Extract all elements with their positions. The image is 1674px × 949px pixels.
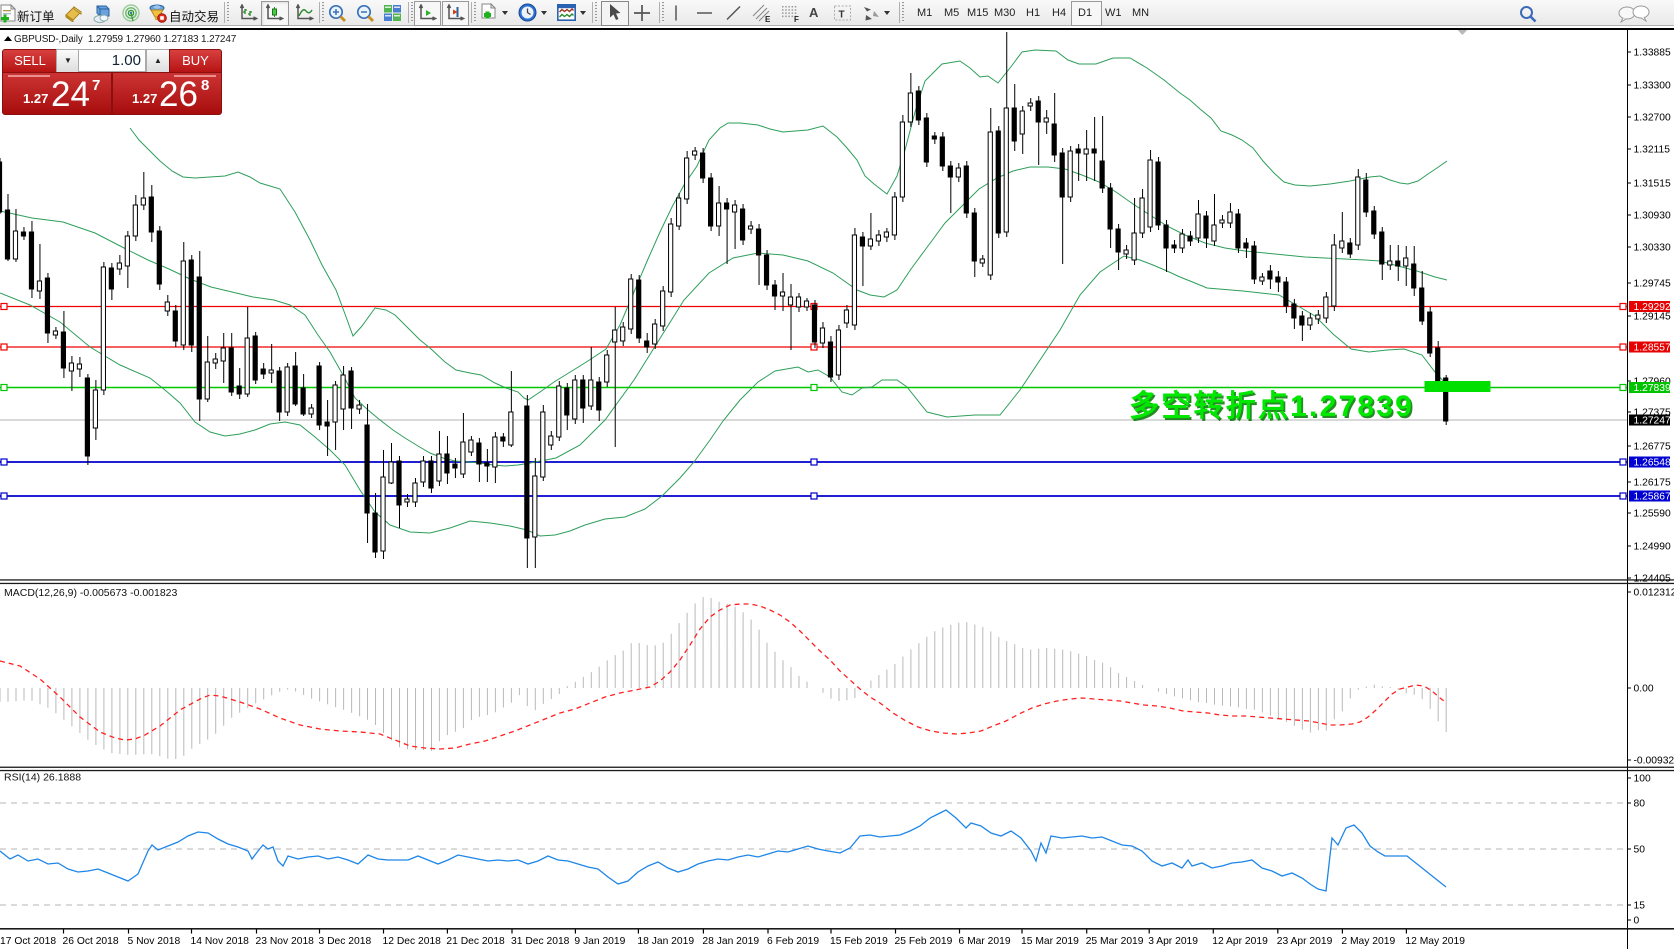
svg-text:80: 80 (1634, 799, 1646, 810)
svg-text:12 Dec 2018: 12 Dec 2018 (383, 936, 442, 947)
svg-text:RSI(14) 26.1888: RSI(14) 26.1888 (4, 772, 81, 784)
svg-text:0.012312: 0.012312 (1634, 588, 1674, 599)
svg-text:15 Feb 2019: 15 Feb 2019 (830, 936, 888, 947)
svg-text:50: 50 (1634, 845, 1646, 856)
svg-text:1.30930: 1.30930 (1634, 211, 1671, 222)
svg-text:E: E (765, 15, 771, 23)
svg-text:多空转折点1.27839: 多空转折点1.27839 (1129, 390, 1414, 423)
svg-text:14 Nov 2018: 14 Nov 2018 (191, 936, 250, 947)
svg-text:17 Oct 2018: 17 Oct 2018 (0, 936, 56, 947)
svg-text:23 Nov 2018: 23 Nov 2018 (256, 936, 315, 947)
svg-text:GBPUSD-,Daily 1.27959 1.27960: GBPUSD-,Daily 1.27959 1.27960 1.27183 1.… (14, 34, 237, 45)
svg-text:0.00: 0.00 (1634, 684, 1654, 695)
svg-text:9 Jan 2019: 9 Jan 2019 (574, 936, 625, 947)
svg-text:1.28557: 1.28557 (1634, 343, 1671, 354)
svg-text:15: 15 (1634, 901, 1646, 912)
svg-text:100: 100 (1634, 774, 1651, 785)
svg-text:21 Dec 2018: 21 Dec 2018 (446, 936, 505, 947)
svg-text:6 Feb 2019: 6 Feb 2019 (767, 936, 819, 947)
svg-text:1.31515: 1.31515 (1634, 179, 1671, 190)
svg-text:1.27839: 1.27839 (1634, 383, 1671, 394)
svg-text:23 Apr 2019: 23 Apr 2019 (1277, 936, 1333, 947)
svg-text:多空转折点1.27839: 多空转折点1.27839 (1131, 392, 1416, 425)
svg-text:T: T (839, 10, 845, 21)
svg-text:1.32115: 1.32115 (1634, 145, 1671, 156)
svg-text:1.25590: 1.25590 (1634, 509, 1671, 520)
svg-text:12 Apr 2019: 12 Apr 2019 (1212, 936, 1268, 947)
svg-text:15 Mar 2019: 15 Mar 2019 (1021, 936, 1079, 947)
svg-text:1.26775: 1.26775 (1634, 442, 1671, 453)
svg-text:1.25867: 1.25867 (1634, 492, 1671, 503)
svg-text:12 May 2019: 12 May 2019 (1405, 936, 1465, 947)
svg-text:1.26175: 1.26175 (1634, 478, 1671, 489)
svg-text:1.29145: 1.29145 (1634, 312, 1671, 323)
svg-text:F: F (794, 15, 799, 23)
svg-text:6 Mar 2019: 6 Mar 2019 (959, 936, 1011, 947)
svg-text:25 Mar 2019: 25 Mar 2019 (1086, 936, 1144, 947)
svg-text:1.30330: 1.30330 (1634, 243, 1671, 254)
svg-text:3 Apr 2019: 3 Apr 2019 (1148, 936, 1198, 947)
svg-text:25 Feb 2019: 25 Feb 2019 (895, 936, 953, 947)
svg-text:1.27375: 1.27375 (1634, 408, 1671, 419)
svg-text:18 Jan 2019: 18 Jan 2019 (637, 936, 694, 947)
svg-text:1.32700: 1.32700 (1634, 113, 1671, 124)
svg-text:3 Dec 2018: 3 Dec 2018 (319, 936, 372, 947)
svg-text:MACD(12,26,9) -0.005673 -0.001: MACD(12,26,9) -0.005673 -0.001823 (4, 587, 178, 599)
svg-text:26 Oct 2018: 26 Oct 2018 (63, 936, 119, 947)
svg-text:1.26548: 1.26548 (1634, 458, 1671, 469)
svg-text:0: 0 (1634, 916, 1640, 927)
svg-text:1.33300: 1.33300 (1634, 81, 1671, 92)
svg-text:2 May 2019: 2 May 2019 (1341, 936, 1395, 947)
svg-text:1.27247: 1.27247 (1634, 416, 1671, 427)
svg-text:-0.009328: -0.009328 (1634, 756, 1674, 767)
svg-text:28 Jan 2019: 28 Jan 2019 (702, 936, 759, 947)
svg-text:1.33885: 1.33885 (1634, 48, 1671, 59)
svg-text:1.29745: 1.29745 (1634, 279, 1671, 290)
svg-text:31 Dec 2018: 31 Dec 2018 (511, 936, 570, 947)
svg-text:5 Nov 2018: 5 Nov 2018 (128, 936, 181, 947)
svg-text:1.24990: 1.24990 (1634, 542, 1671, 553)
svg-text:1.24405: 1.24405 (1634, 574, 1671, 585)
svg-text:1.29292: 1.29292 (1634, 302, 1671, 313)
